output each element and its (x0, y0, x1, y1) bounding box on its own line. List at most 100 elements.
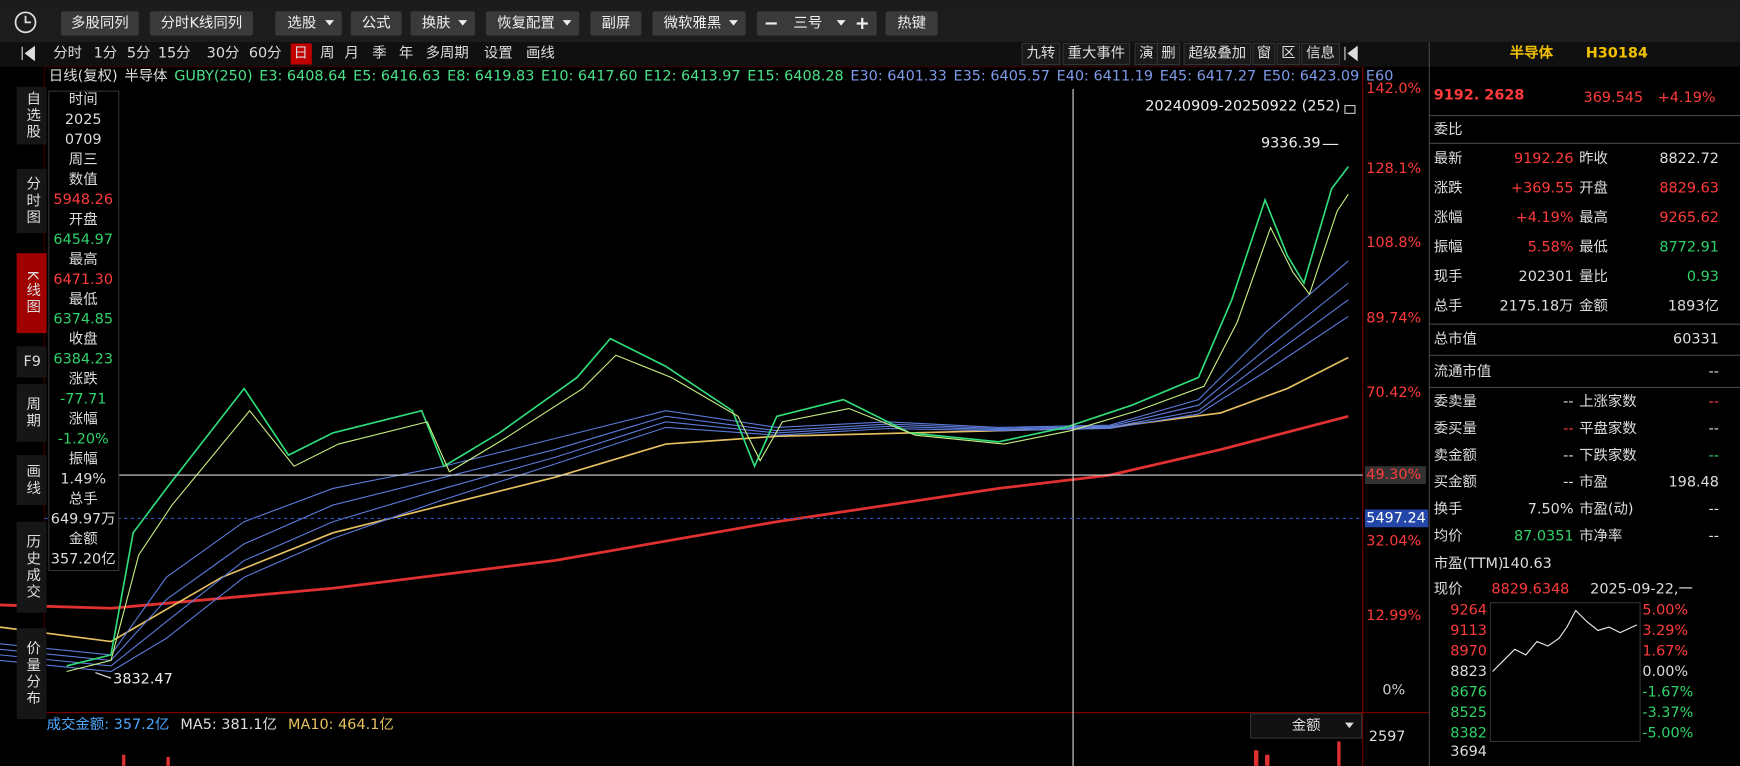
tool-box[interactable] (1156, 42, 1181, 66)
sidebar-tab[interactable] (16, 384, 47, 442)
period-tab[interactable]: 60分 (249, 44, 282, 61)
high-label: 9336.39 (1261, 135, 1321, 151)
quote-label: 昨收 (1579, 150, 1608, 167)
quote-value: 8829.6348 (1491, 581, 1569, 597)
tool-box[interactable] (1301, 42, 1340, 66)
quote-value: -- (1563, 394, 1573, 410)
quote-label: 总手 (1434, 297, 1463, 314)
period-tab[interactable]: 多周期 (426, 44, 469, 61)
quote-value: -- (1709, 529, 1719, 545)
cursor-field: 时间 (69, 91, 98, 108)
toolbar-button[interactable] (350, 11, 402, 36)
quote-code: H30184 (1586, 45, 1648, 61)
mini-axis-left: 3694 (1450, 744, 1487, 760)
toolbar-button[interactable] (756, 11, 877, 36)
period-tab[interactable]: 30分 (207, 44, 240, 61)
sidebar-label: K线图 (24, 271, 40, 316)
mini-line (1492, 609, 1638, 672)
quote-value: 9192.26 (1514, 151, 1574, 167)
period-tab[interactable]: 月 (345, 45, 359, 61)
tool-box[interactable] (1252, 42, 1276, 66)
toolbar-label: 三号 (793, 15, 822, 31)
period-tab[interactable]: 季 (372, 44, 386, 61)
ma-bundle (0, 260, 1349, 673)
mini-axis-left: 9264 (1450, 602, 1487, 618)
volume-selector-label[interactable]: 金额 (1292, 717, 1321, 734)
crosshair-price: 5497.24 (1366, 510, 1426, 526)
tool-box[interactable] (1021, 42, 1061, 66)
clock-icon[interactable] (14, 11, 37, 34)
period-tab[interactable]: 画线 (526, 44, 555, 61)
period-tab[interactable]: 1分 (94, 44, 118, 61)
minus-icon[interactable] (765, 22, 777, 25)
quote-value: 202301 (1519, 269, 1574, 285)
quote-value: -- (1709, 394, 1719, 410)
quote-label: 最高 (1579, 209, 1608, 226)
menu-icon[interactable] (1344, 45, 1358, 62)
crosshair-value: 49.30% (1366, 467, 1421, 483)
toolbar-button[interactable] (885, 11, 938, 36)
tool-box[interactable] (1183, 42, 1252, 66)
period-tab[interactable]: 5分 (127, 44, 151, 61)
indicator: E8: 6419.83 (447, 69, 534, 85)
axis-label: 128.1% (1366, 161, 1421, 177)
quote-label: 换手 (1434, 501, 1463, 518)
toolbar-label: 公式 (362, 14, 391, 31)
volume-bar (1337, 741, 1341, 766)
toolbar-button[interactable] (61, 11, 139, 36)
cursor-field: 6384.23 (53, 352, 113, 368)
toolbar-button[interactable] (486, 11, 580, 36)
sidebar-tab[interactable] (16, 455, 47, 506)
period-tab[interactable]: 周 (320, 45, 334, 61)
chart-tool: 超级叠加 (1189, 44, 1247, 61)
period-tab[interactable]: 分时 (53, 44, 82, 61)
ma-long (0, 414, 1349, 610)
volume-selector[interactable] (1250, 713, 1363, 739)
mini-axis-right: -3.37% (1642, 705, 1693, 721)
cursor-field: 649.97万 (51, 511, 116, 527)
sidebar-tab[interactable] (16, 168, 47, 234)
toolbar-label: 分时K线同列 (161, 14, 242, 31)
quote-value: +369.55 (1511, 180, 1573, 196)
first-icon[interactable] (21, 45, 35, 62)
sidebar-tab[interactable] (16, 521, 47, 613)
sidebar-tab[interactable] (16, 253, 47, 334)
sidebar-tab[interactable] (16, 86, 47, 145)
volume-indicator: 成交金额: 357.2亿 (47, 715, 170, 733)
volume-bar (166, 756, 170, 766)
quote-percent: +4.19% (1658, 90, 1716, 106)
quote-label: 上涨家数 (1579, 393, 1637, 410)
period-tab[interactable]: 年 (399, 44, 413, 61)
tool-box[interactable] (1276, 42, 1301, 66)
sidebar-label: 历史成交 (24, 534, 40, 601)
period-tab[interactable]: 日 (294, 45, 308, 61)
toolbar-button[interactable] (652, 11, 746, 36)
quote-value: 1893亿 (1668, 297, 1719, 314)
quote-label: 最新 (1434, 150, 1463, 167)
cursor-field: 6471.30 (53, 272, 113, 288)
indicator: 半导体 (124, 68, 167, 85)
cursor-field: 涨幅 (69, 411, 98, 428)
quote-value: -- (1709, 421, 1719, 437)
tool-box[interactable] (1062, 42, 1131, 66)
sidebar-tab[interactable] (16, 346, 47, 378)
cursor-field: 总手 (69, 491, 98, 508)
toolbar-label: 微软雅黑 (664, 14, 722, 31)
toolbar-button[interactable] (410, 11, 475, 36)
plus-icon[interactable] (856, 17, 868, 30)
volume-indicator: MA10: 464.1亿 (288, 716, 394, 733)
toolbar-button[interactable] (590, 11, 642, 36)
mini-axis-left: 8382 (1450, 726, 1487, 742)
quote-label: 涨幅 (1434, 209, 1463, 226)
cursor-field: 5948.26 (53, 192, 113, 208)
toolbar-button[interactable] (275, 11, 342, 36)
toolbar-button[interactable] (149, 11, 254, 36)
sidebar-tab[interactable] (16, 628, 47, 720)
period-tab[interactable]: 15分 (158, 44, 191, 61)
dropdown-arrow (458, 20, 468, 26)
period-tab[interactable]: 设置 (484, 44, 513, 61)
sidebar-label: 画线 (24, 463, 40, 496)
quote-value: -- (1563, 448, 1573, 464)
mini-frame (1489, 602, 1641, 742)
cursor-field: 2025 (65, 112, 102, 128)
